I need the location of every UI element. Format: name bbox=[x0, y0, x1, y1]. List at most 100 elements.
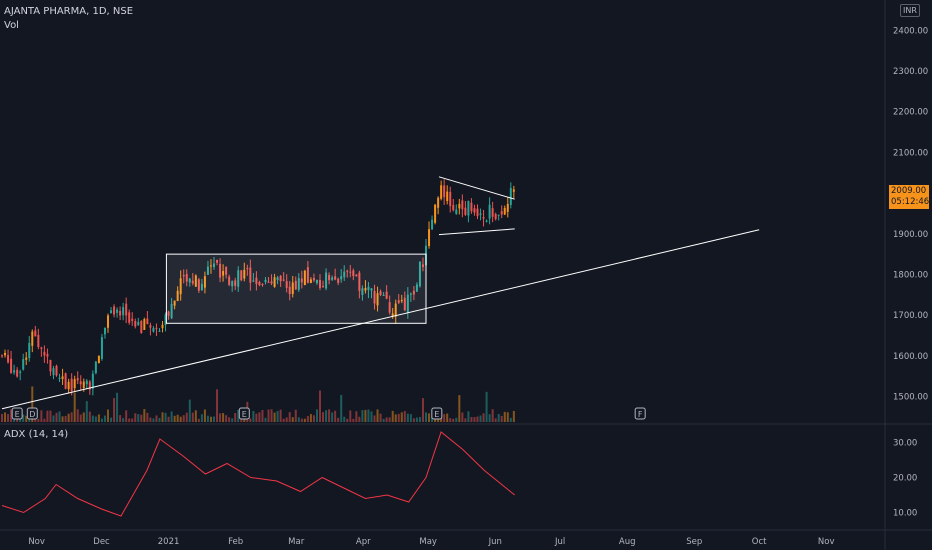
candle-body bbox=[119, 310, 122, 316]
volume-bar bbox=[155, 415, 158, 422]
volume-bar bbox=[385, 417, 388, 422]
candle-body bbox=[25, 357, 28, 360]
volume-bar bbox=[40, 410, 43, 422]
volume-bar bbox=[143, 409, 146, 422]
candle-body bbox=[219, 263, 222, 278]
candle-body bbox=[194, 275, 197, 287]
candle-body bbox=[446, 191, 449, 202]
price-tick-label: 1700.00 bbox=[893, 311, 928, 321]
candle-body bbox=[255, 277, 258, 284]
volume-bar bbox=[110, 417, 113, 422]
volume-bar bbox=[306, 416, 309, 422]
candle-body bbox=[228, 276, 231, 285]
volume-bar bbox=[309, 414, 312, 422]
volume-bar bbox=[464, 418, 467, 422]
volume-bar bbox=[203, 409, 206, 422]
adx-tick-label: 20.00 bbox=[893, 474, 917, 484]
bar-countdown: 05:12:46 bbox=[891, 197, 930, 207]
candle-body bbox=[155, 327, 158, 329]
time-tick-label: Jul bbox=[554, 537, 565, 547]
time-tick-label: Aug bbox=[619, 537, 636, 547]
volume-bar bbox=[267, 409, 270, 422]
currency-badge[interactable]: INR bbox=[900, 4, 920, 17]
volume-bar bbox=[388, 417, 391, 422]
candle-body bbox=[440, 185, 443, 199]
candle-body bbox=[52, 368, 55, 376]
volume-bar bbox=[200, 414, 203, 422]
candle-body bbox=[479, 213, 482, 215]
dividend-marker-letter: D bbox=[29, 410, 35, 419]
volume-bar bbox=[476, 416, 479, 422]
candle-body bbox=[352, 270, 355, 276]
candle-body bbox=[349, 271, 352, 273]
candle-body bbox=[231, 281, 234, 287]
volume-bar bbox=[31, 386, 34, 422]
candle-body bbox=[409, 293, 412, 295]
volume-bar bbox=[340, 394, 343, 422]
time-tick-label: Dec bbox=[93, 537, 110, 547]
candle-body bbox=[400, 300, 403, 302]
candle-body bbox=[476, 208, 479, 217]
volume-bar bbox=[400, 412, 403, 422]
candle-body bbox=[131, 318, 134, 321]
volume-bar bbox=[261, 409, 264, 422]
candle-body bbox=[306, 267, 309, 283]
candle-body bbox=[340, 276, 343, 280]
volume-bar bbox=[113, 398, 116, 422]
candle-body bbox=[279, 275, 282, 282]
volume-bar bbox=[252, 411, 255, 422]
volume-bar bbox=[237, 409, 240, 422]
symbol-title[interactable]: AJANTA PHARMA, 1D, NSE bbox=[4, 6, 134, 17]
volume-bar bbox=[146, 412, 149, 422]
price-tick-label: 1900.00 bbox=[893, 230, 928, 240]
candle-body bbox=[388, 302, 391, 313]
time-tick-label: Nov bbox=[28, 537, 45, 547]
volume-bar bbox=[415, 417, 418, 422]
adx-legend[interactable]: ADX (14, 14) bbox=[4, 429, 69, 440]
volume-bar bbox=[361, 410, 364, 422]
candle-body bbox=[264, 279, 267, 283]
volume-bar bbox=[97, 414, 100, 422]
volume-label[interactable]: Vol bbox=[4, 20, 19, 31]
candle-body bbox=[485, 220, 488, 222]
volume-bar bbox=[276, 410, 279, 422]
price-tick-label: 2100.00 bbox=[893, 148, 928, 158]
candle-body bbox=[137, 321, 140, 326]
time-tick-label: Jun bbox=[488, 537, 502, 547]
volume-bar bbox=[219, 413, 222, 422]
price-tick-label: 1500.00 bbox=[893, 393, 928, 403]
candle-body bbox=[13, 370, 16, 373]
volume-bar bbox=[285, 417, 288, 422]
candle-body bbox=[43, 351, 46, 356]
volume-bar bbox=[258, 412, 261, 422]
candle-body bbox=[397, 300, 400, 303]
volume-bar bbox=[222, 413, 225, 422]
candle-body bbox=[494, 214, 497, 220]
candle-body bbox=[500, 211, 503, 215]
volume-bar bbox=[161, 412, 164, 422]
volume-bar bbox=[479, 415, 482, 422]
candle-body bbox=[107, 315, 110, 328]
volume-bar bbox=[428, 413, 431, 422]
candle-body bbox=[434, 204, 437, 223]
volume-bar bbox=[352, 418, 355, 422]
volume-bar bbox=[103, 415, 106, 422]
candle-body bbox=[300, 278, 303, 283]
price-tick-label: 1600.00 bbox=[893, 352, 928, 362]
candle-body bbox=[285, 281, 288, 288]
volume-bar bbox=[343, 416, 346, 422]
candle-body bbox=[16, 369, 19, 377]
volume-bar bbox=[455, 417, 458, 422]
candle-body bbox=[167, 311, 170, 316]
candle-body bbox=[488, 204, 491, 219]
time-tick-label: 2021 bbox=[158, 537, 180, 547]
volume-bar bbox=[506, 412, 509, 422]
candle-body bbox=[76, 378, 79, 381]
volume-bar bbox=[449, 418, 452, 422]
volume-bar bbox=[397, 413, 400, 422]
candle-body bbox=[431, 219, 434, 230]
volume-bar bbox=[185, 412, 188, 422]
volume-bar bbox=[446, 413, 449, 422]
volume-bar bbox=[461, 412, 464, 422]
